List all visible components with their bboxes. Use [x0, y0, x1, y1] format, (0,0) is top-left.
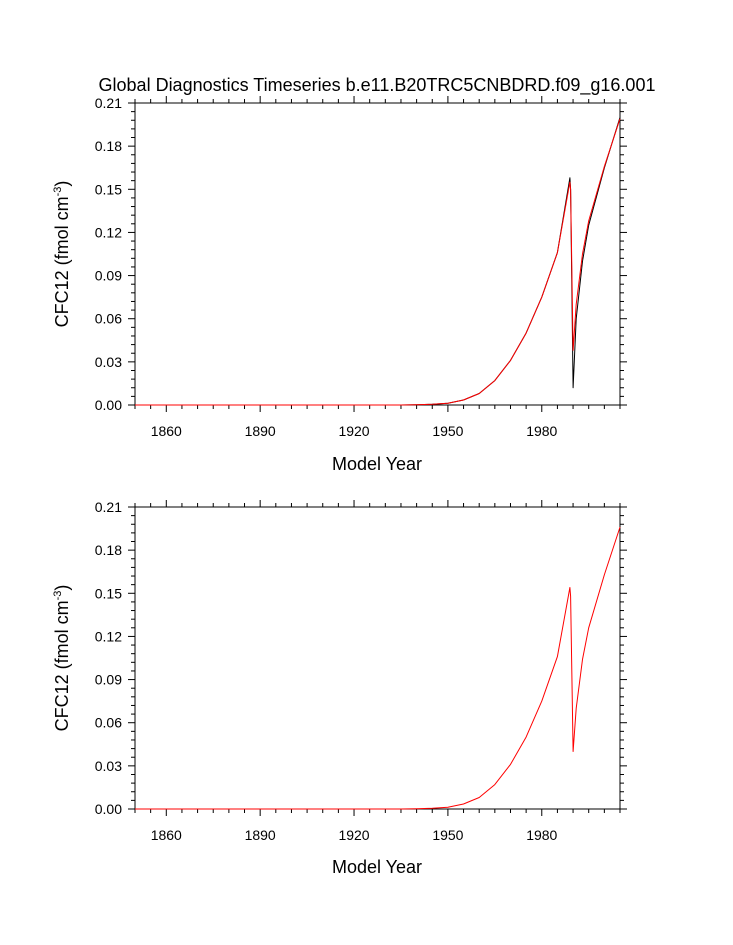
- bottom-axis-ticks: [128, 500, 627, 816]
- top-x-tick-labels: 1860 1890 1920 1950 1980: [151, 423, 558, 439]
- top-series-black-line: [135, 117, 621, 406]
- bottom-y-axis-label-text: CFC12 (fmol cm: [52, 600, 72, 731]
- bottom-x-tick-labels: 1860 1890 1920 1950 1980: [151, 827, 558, 843]
- top-y-tick-label: 0.06: [95, 311, 122, 327]
- top-axis-ticks: [128, 96, 627, 412]
- bottom-x-tick-label: 1980: [526, 827, 557, 843]
- top-y-axis-label-sup: -3: [52, 187, 64, 197]
- top-x-tick-label: 1860: [151, 423, 182, 439]
- top-y-tick-label: 0.00: [95, 397, 122, 413]
- top-plot-frame: [134, 102, 621, 406]
- bottom-x-axis-label: Model Year: [332, 857, 422, 877]
- top-y-axis-label-text: CFC12 (fmol cm: [52, 196, 72, 327]
- bottom-y-axis-label-close: ): [52, 585, 72, 591]
- top-x-tick-label: 1950: [432, 423, 463, 439]
- bottom-y-tick-label: 0.12: [95, 628, 122, 644]
- top-y-tick-label: 0.15: [95, 181, 122, 197]
- bottom-x-tick-label: 1890: [245, 827, 276, 843]
- bottom-plot-frame: [134, 506, 621, 810]
- bottom-series-lines: [135, 526, 621, 810]
- top-y-axis-label: CFC12 (fmol cm-3): [52, 181, 72, 328]
- top-x-tick-label: 1980: [526, 423, 557, 439]
- top-y-axis-label-close: ): [52, 181, 72, 187]
- bottom-x-tick-label: 1920: [338, 827, 369, 843]
- chart-title: Global Diagnostics Timeseries b.e11.B20T…: [99, 75, 656, 96]
- bottom-y-tick-label: 0.21: [95, 499, 122, 515]
- bottom-y-tick-label: 0.06: [95, 715, 122, 731]
- top-y-tick-label: 0.09: [95, 268, 122, 284]
- top-y-tick-label: 0.12: [95, 224, 122, 240]
- top-x-axis-label: Model Year: [332, 454, 422, 474]
- bottom-chart-panel: 1860 1890 1920 1950 1980 0.00 0.03 0.06 0.09 0.1…: [52, 499, 627, 877]
- bottom-series-red-line: [135, 526, 621, 810]
- bottom-x-tick-label: 1950: [432, 827, 463, 843]
- bottom-y-tick-label: 0.09: [95, 672, 122, 688]
- top-series-red-line: [135, 118, 621, 406]
- bottom-y-tick-label: 0.15: [95, 585, 122, 601]
- top-series-lines: [135, 117, 621, 406]
- top-y-tick-labels: 0.00 0.03 0.06 0.09 0.12 0.15 0.18 0.21: [95, 95, 122, 413]
- bottom-x-tick-label: 1860: [151, 827, 182, 843]
- top-chart-panel: Global Diagnostics Timeseries b.e11.B20T…: [52, 75, 655, 474]
- bottom-y-tick-label: 0.00: [95, 801, 122, 817]
- top-y-tick-label: 0.21: [95, 95, 122, 111]
- bottom-y-axis-label: CFC12 (fmol cm-3): [52, 585, 72, 732]
- top-x-tick-label: 1890: [245, 423, 276, 439]
- bottom-y-tick-label: 0.18: [95, 542, 122, 558]
- top-x-tick-label: 1920: [338, 423, 369, 439]
- top-y-tick-label: 0.18: [95, 138, 122, 154]
- bottom-y-tick-labels: 0.00 0.03 0.06 0.09 0.12 0.15 0.18 0.21: [95, 499, 122, 817]
- bottom-y-tick-label: 0.03: [95, 758, 122, 774]
- top-y-tick-label: 0.03: [95, 354, 122, 370]
- bottom-y-axis-label-sup: -3: [52, 591, 64, 601]
